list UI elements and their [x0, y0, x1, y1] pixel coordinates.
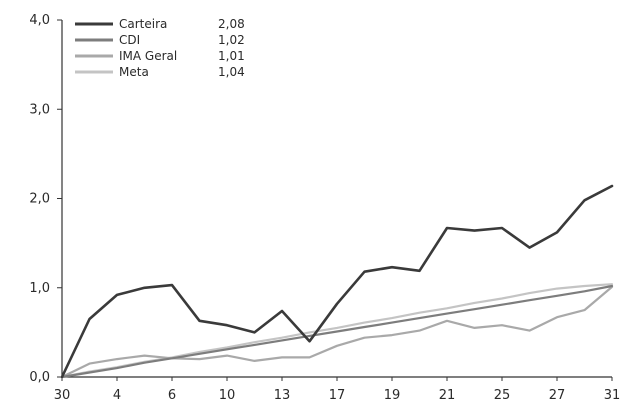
legend-label-cdi: CDI [119, 33, 140, 47]
x-tick-label: 27 [549, 388, 566, 403]
legend-value-cdi: 1,02 [218, 33, 245, 47]
legend-value-ima-geral: 1,01 [218, 49, 245, 63]
y-tick-label: 2,0 [29, 192, 50, 207]
legend-label-ima-geral: IMA Geral [119, 49, 177, 63]
x-tick-label: 17 [329, 388, 346, 403]
legend-value-meta: 1,04 [218, 65, 245, 79]
series-line-ima-geral [60, 285, 614, 379]
legend-label-carteira: Carteira [119, 17, 167, 31]
x-tick-label: 19 [384, 388, 401, 403]
x-tick-label: 31 [604, 388, 621, 403]
y-tick-label: 4,0 [29, 13, 50, 28]
legend-value-carteira: 2,08 [218, 17, 245, 31]
x-tick-label: 30 [54, 388, 71, 403]
x-tick-label: 6 [168, 388, 176, 403]
x-tick-label: 4 [113, 388, 121, 403]
series-line-cdi [60, 284, 614, 379]
axes: 0,0 1,0 2,0 3,0 4,0 30 4 6 10 13 17 19 21 25 27 31 [29, 13, 620, 403]
series-line-carteira [60, 184, 614, 379]
legend: Carteira 2,08 CDI 1,02 IMA Geral 1,01 Meta 1,04 [75, 17, 245, 79]
y-tick-label: 0,0 [29, 370, 50, 385]
x-tick-label: 25 [494, 388, 511, 403]
y-tick-label: 3,0 [29, 102, 50, 117]
y-tick-label: 1,0 [29, 281, 50, 296]
series-lines [60, 184, 614, 379]
x-tick-label: 13 [274, 388, 291, 403]
x-tick-label: 10 [219, 388, 236, 403]
x-tick-label: 21 [439, 388, 456, 403]
legend-label-meta: Meta [119, 65, 149, 79]
